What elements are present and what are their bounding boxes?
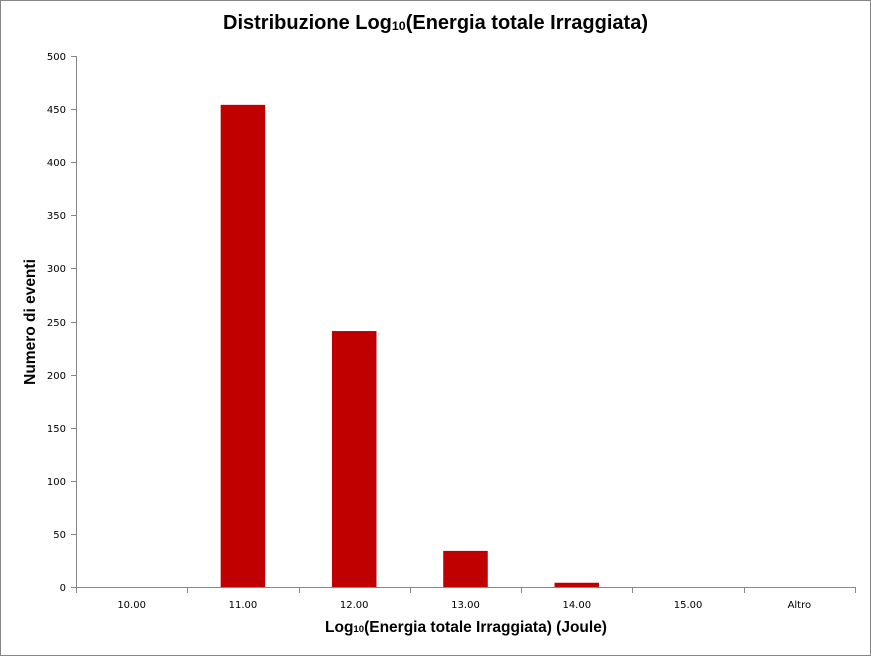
x-tick-label: 11.00	[229, 600, 258, 611]
chart-title: Distribuzione Log10(Energia totale Irrag…	[223, 12, 648, 34]
y-tick-label: 150	[47, 424, 66, 435]
y-tick-label: 400	[47, 158, 66, 169]
x-tick-label: 14.00	[562, 600, 591, 611]
y-tick-label: 300	[47, 264, 66, 275]
x-tick-label: Altro	[788, 600, 812, 611]
y-tick-label: 200	[47, 371, 66, 382]
x-tick-label: 10.00	[117, 600, 146, 611]
bar-13.00	[443, 550, 488, 587]
y-tick-label: 50	[53, 530, 66, 541]
bar-12.00	[331, 331, 377, 587]
y-tick-label: 250	[47, 318, 66, 329]
x-tick-label: 12.00	[340, 600, 369, 611]
x-tick-label: 13.00	[451, 600, 480, 611]
bar-11.00	[220, 104, 266, 588]
y-tick-label: 0	[60, 583, 66, 594]
x-axis-title: Log10(Energia totale Irraggiata) (Joule)	[325, 619, 607, 636]
y-tick-label: 350	[47, 211, 66, 222]
y-tick-label: 500	[47, 52, 66, 63]
bar-14.00	[554, 582, 600, 587]
y-tick-label: 450	[47, 105, 66, 116]
y-tick-label: 100	[47, 477, 66, 488]
x-tick-label: 15.00	[674, 600, 703, 611]
